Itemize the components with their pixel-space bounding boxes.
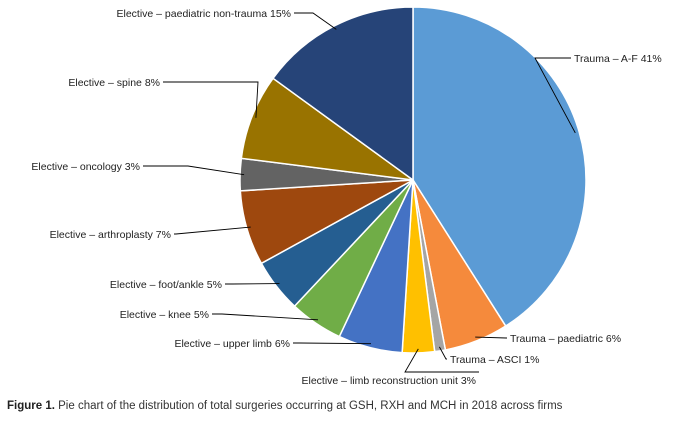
figure-label: Figure 1. bbox=[7, 400, 55, 412]
leader-line-2 bbox=[475, 336, 507, 339]
caption-text: Pie chart of the distribution of total s… bbox=[54, 400, 563, 412]
pie-slice-11 bbox=[271, 6, 414, 182]
pie-chart: Trauma – A-F 41% Trauma – paediatric 6% Tr… bbox=[31, 6, 662, 387]
slice-label-6: Elective – knee 5% bbox=[120, 309, 209, 321]
slice-label-10: Elective – spine 8% bbox=[68, 77, 160, 89]
slice-label-3: Trauma – ASCI 1% bbox=[450, 354, 539, 366]
pie-chart-svg: Trauma – A-F 41% Trauma – paediatric 6% Tr… bbox=[31, 6, 662, 387]
slice-label-8: Elective – arthroplasty 7% bbox=[50, 229, 171, 241]
leader-line-6 bbox=[212, 313, 319, 321]
slice-label-9: Elective – oncology 3% bbox=[31, 161, 140, 173]
leader-line-1 bbox=[534, 57, 576, 134]
slice-label-2: Trauma – paediatric 6% bbox=[510, 333, 621, 345]
pie-slice-1 bbox=[412, 6, 587, 328]
slice-label-7: Elective – foot/ankle 5% bbox=[110, 279, 222, 291]
slice-label-1: Trauma – A-F 41% bbox=[574, 53, 662, 65]
slices-layer bbox=[239, 6, 587, 354]
leader-line-11 bbox=[294, 12, 337, 30]
slice-label-5: Elective – upper limb 6% bbox=[174, 338, 290, 350]
leader-lines-layer bbox=[143, 12, 576, 373]
leader-line-10 bbox=[163, 81, 259, 118]
slice-label-11: Elective – paediatric non-trauma 15% bbox=[116, 8, 291, 20]
figure-caption: Figure 1. Pie chart of the distribution … bbox=[7, 400, 672, 412]
leader-line-9 bbox=[143, 165, 245, 176]
slice-label-4: Elective – limb reconstruction unit 3% bbox=[302, 375, 477, 387]
labels-layer: Trauma – A-F 41% Trauma – paediatric 6% Tr… bbox=[31, 8, 661, 387]
leader-line-5 bbox=[293, 342, 372, 345]
leader-line-4 bbox=[404, 348, 479, 373]
leader-line-8 bbox=[174, 226, 251, 235]
leader-line-3 bbox=[439, 346, 447, 360]
